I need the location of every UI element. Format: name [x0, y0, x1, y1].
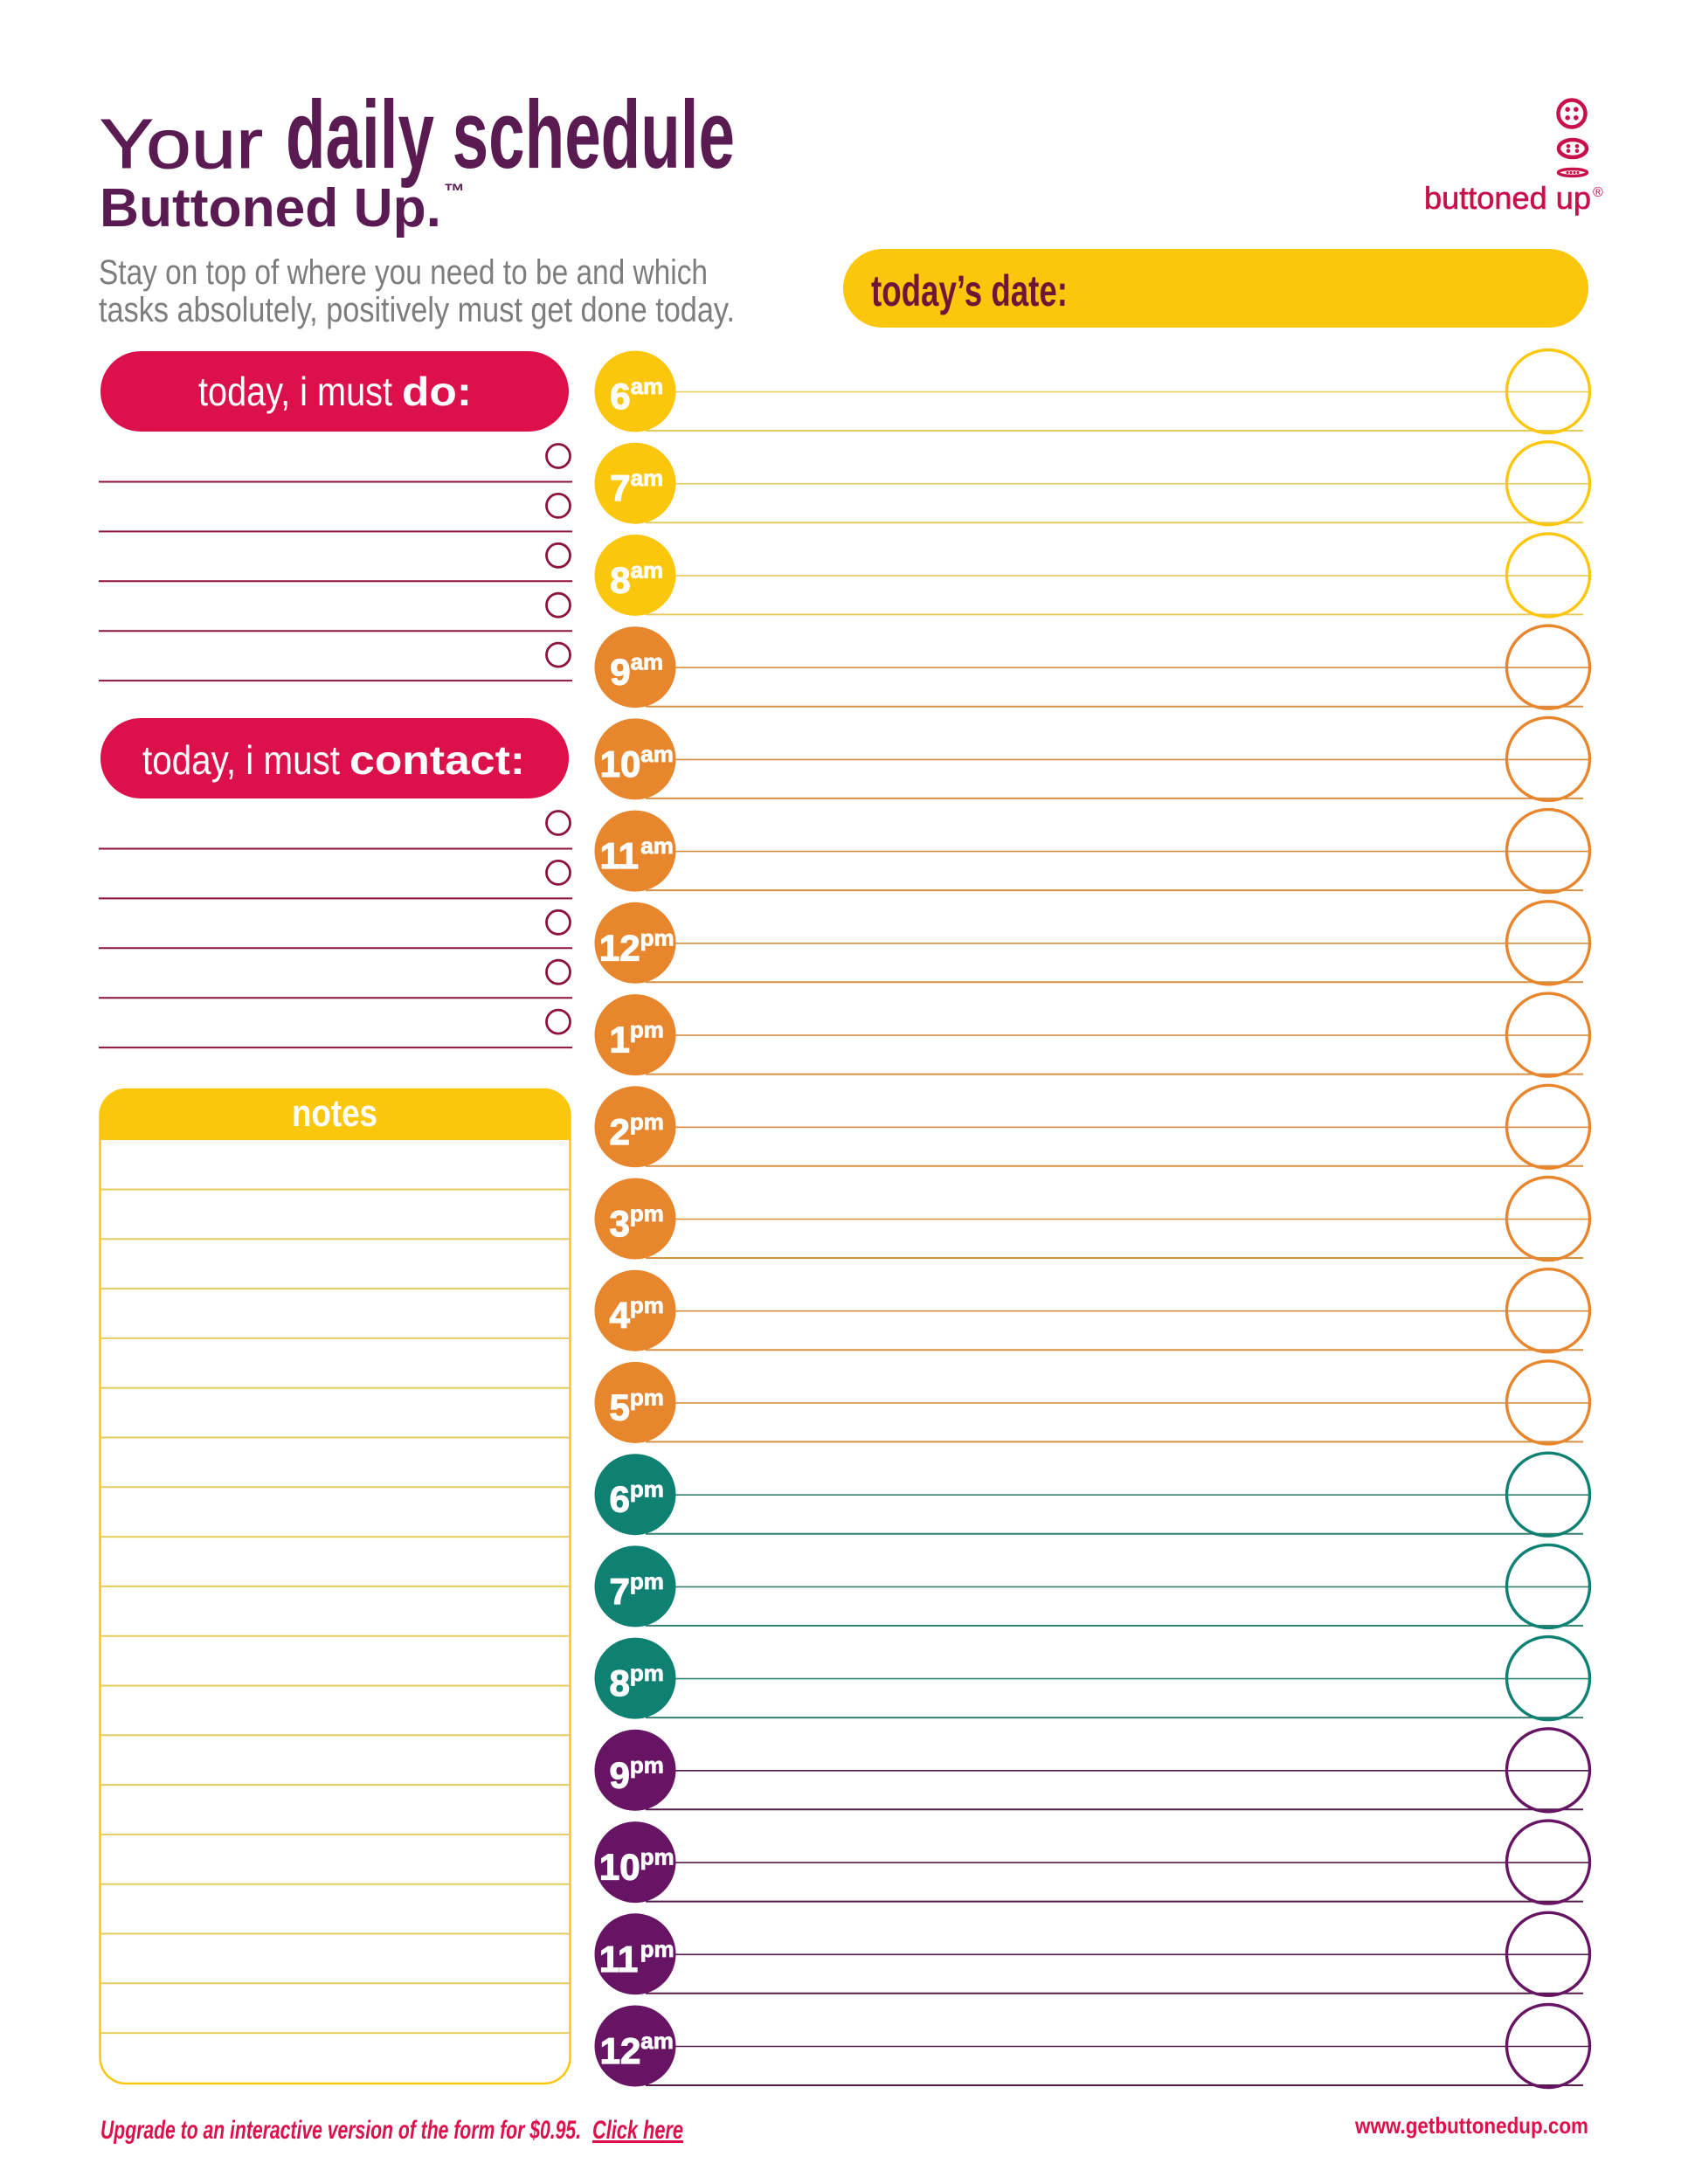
- svg-text:today, i must: today, i must: [142, 737, 340, 783]
- svg-text:™: ™: [444, 180, 465, 204]
- svg-text:am: am: [640, 2028, 674, 2054]
- svg-text:1: 1: [610, 1019, 630, 1061]
- svg-text:6: 6: [610, 1479, 630, 1520]
- svg-text:Click here: Click here: [592, 2116, 683, 2145]
- svg-text:pm: pm: [640, 924, 675, 950]
- svg-text:Buttoned Up.: Buttoned Up.: [100, 178, 441, 238]
- svg-text:buttoned up: buttoned up: [1424, 180, 1591, 216]
- svg-text:3: 3: [610, 1203, 630, 1244]
- svg-text:am: am: [631, 465, 664, 491]
- svg-text:6: 6: [610, 376, 630, 417]
- svg-text:www.getbuttonedup.com: www.getbuttonedup.com: [1354, 2112, 1588, 2139]
- svg-text:daily schedule: daily schedule: [286, 81, 735, 189]
- svg-text:Stay on top of where you need: Stay on top of where you need to be and …: [99, 253, 708, 292]
- svg-text:®: ®: [1593, 185, 1603, 200]
- svg-text:11: 11: [600, 835, 639, 876]
- svg-text:pm: pm: [630, 1200, 664, 1227]
- svg-text:pm: pm: [630, 1752, 664, 1778]
- svg-text:do:: do:: [402, 369, 472, 414]
- svg-text:pm: pm: [640, 1844, 675, 1870]
- svg-text:5: 5: [610, 1386, 630, 1427]
- svg-text:pm: pm: [630, 1017, 664, 1043]
- svg-text:8: 8: [610, 559, 630, 600]
- svg-text:8: 8: [610, 1662, 630, 1704]
- svg-text:pm: pm: [630, 1568, 664, 1594]
- svg-text:Your: Your: [100, 105, 263, 183]
- svg-text:12: 12: [600, 2030, 641, 2071]
- svg-text:am: am: [631, 556, 664, 583]
- svg-text:pm: pm: [630, 1384, 664, 1410]
- svg-text:4: 4: [610, 1295, 631, 1336]
- svg-text:Upgrade to an interactive vers: Upgrade to an interactive version of the…: [100, 2116, 581, 2145]
- svg-text:today’s date:: today’s date:: [871, 266, 1068, 315]
- svg-text:am: am: [640, 833, 674, 859]
- svg-text:am: am: [631, 373, 664, 399]
- svg-text:tasks absolutely, positively m: tasks absolutely, positively must get do…: [99, 291, 735, 329]
- svg-text:12: 12: [599, 927, 640, 968]
- svg-text:10: 10: [599, 1847, 640, 1888]
- svg-text:pm: pm: [640, 1936, 675, 1962]
- svg-text:pm: pm: [630, 1476, 664, 1503]
- svg-text:11: 11: [599, 1939, 638, 1980]
- svg-text:pm: pm: [630, 1660, 664, 1686]
- svg-text:notes: notes: [292, 1092, 377, 1135]
- svg-text:contact:: contact:: [349, 737, 525, 783]
- svg-text:today, i must: today, i must: [198, 369, 392, 414]
- svg-text:7: 7: [610, 1571, 630, 1612]
- svg-text:am: am: [631, 649, 664, 675]
- svg-text:2: 2: [610, 1111, 630, 1152]
- svg-text:am: am: [640, 741, 674, 767]
- svg-text:pm: pm: [630, 1109, 664, 1135]
- svg-text:7: 7: [610, 467, 630, 508]
- svg-text:10: 10: [600, 743, 641, 784]
- svg-text:9: 9: [610, 652, 630, 693]
- svg-text:pm: pm: [630, 1292, 664, 1318]
- svg-text:9: 9: [610, 1754, 630, 1795]
